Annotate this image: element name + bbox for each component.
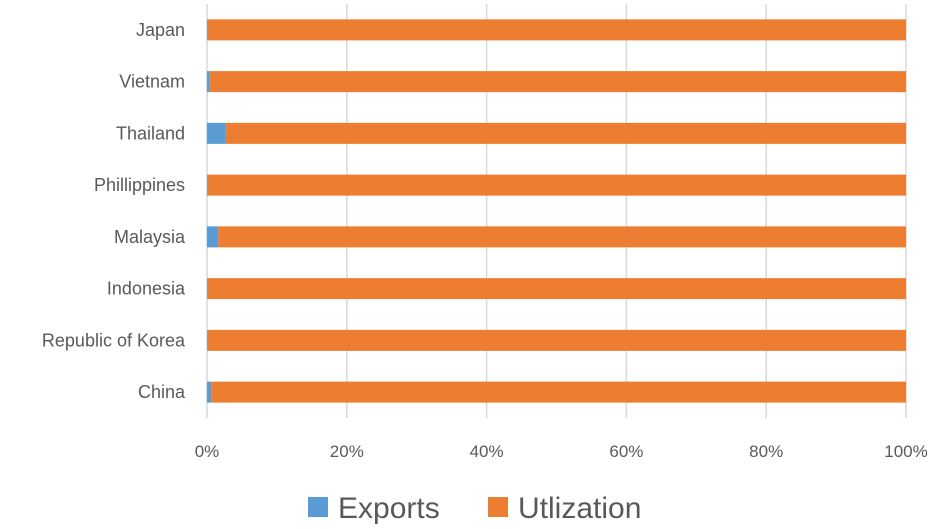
- bar-exports-japan: [207, 19, 208, 41]
- bar-utlization-phillippines: [207, 174, 907, 196]
- legend-label-utlization: Utlization: [518, 492, 641, 525]
- bar-utlization-thailand: [225, 122, 907, 144]
- gridlines: [206, 4, 907, 418]
- bar-exports-republic-of-korea: [207, 329, 208, 351]
- x-tick-label: 80%: [749, 442, 783, 461]
- category-labels: China Republic of Korea Indonesia Malaysia P…: [42, 20, 186, 402]
- bar-utlization-malaysia: [218, 226, 906, 248]
- bar-utlization-china: [211, 381, 907, 403]
- bar-exports-vietnam: [207, 71, 210, 93]
- bar-exports-indonesia: [207, 278, 208, 300]
- x-axis-tick-labels: 0% 20% 40% 60% 80% 100%: [195, 442, 928, 461]
- category-label-thailand: Thailand: [116, 123, 185, 143]
- x-tick-label: 40%: [470, 442, 504, 461]
- category-label-japan: Japan: [136, 20, 185, 40]
- legend: Exports Utlization: [308, 492, 641, 525]
- bar-utlization-vietnam: [209, 71, 906, 93]
- x-tick-label: 100%: [884, 442, 927, 461]
- bar-exports-china: [207, 381, 212, 403]
- bar-utlization-republic-of-korea: [207, 329, 907, 351]
- bar-utlization-japan: [207, 19, 907, 41]
- legend-label-exports: Exports: [338, 492, 440, 525]
- category-label-indonesia: Indonesia: [107, 279, 186, 299]
- category-label-republic-of-korea: Republic of Korea: [42, 330, 186, 350]
- bar-exports-thailand: [207, 122, 226, 144]
- bars: [207, 19, 907, 403]
- bar-exports-malaysia: [207, 226, 219, 248]
- bar-exports-phillippines: [207, 174, 208, 196]
- category-label-phillippines: Phillippines: [94, 175, 185, 195]
- category-label-malaysia: Malaysia: [114, 227, 186, 247]
- category-label-vietnam: Vietnam: [119, 72, 185, 92]
- bar-utlization-indonesia: [207, 278, 907, 300]
- legend-swatch-exports: [308, 497, 328, 517]
- x-tick-label: 60%: [609, 442, 643, 461]
- x-tick-label: 0%: [195, 442, 220, 461]
- x-tick-label: 20%: [330, 442, 364, 461]
- legend-swatch-utlization: [488, 497, 508, 517]
- category-label-china: China: [138, 382, 186, 402]
